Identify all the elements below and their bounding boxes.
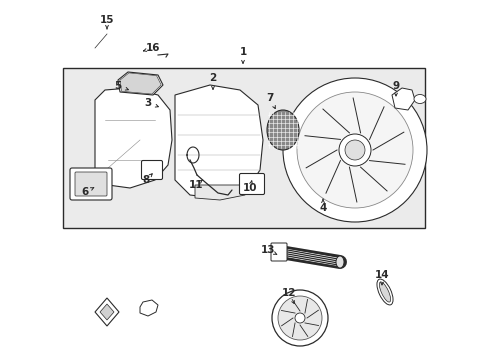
Text: 13: 13 [260, 245, 275, 255]
FancyBboxPatch shape [141, 161, 162, 180]
Polygon shape [100, 304, 114, 320]
FancyBboxPatch shape [70, 168, 112, 200]
Text: 16: 16 [145, 43, 160, 53]
Polygon shape [120, 73, 161, 94]
FancyBboxPatch shape [75, 172, 107, 196]
Ellipse shape [379, 282, 390, 302]
Bar [63, 68, 424, 228]
Text: 4: 4 [319, 203, 326, 213]
Ellipse shape [376, 279, 392, 305]
Circle shape [278, 296, 321, 340]
Text: 7: 7 [266, 93, 273, 103]
Circle shape [296, 92, 412, 208]
Polygon shape [118, 72, 163, 95]
Text: 11: 11 [188, 180, 203, 190]
Text: 8: 8 [142, 175, 149, 185]
Circle shape [294, 313, 305, 323]
FancyBboxPatch shape [270, 243, 286, 261]
Text: 1: 1 [239, 47, 246, 57]
Circle shape [338, 134, 370, 166]
Text: 12: 12 [281, 288, 296, 298]
Ellipse shape [413, 95, 425, 104]
Polygon shape [95, 298, 119, 326]
Polygon shape [175, 85, 263, 198]
Text: 3: 3 [144, 98, 151, 108]
Text: 15: 15 [100, 15, 114, 25]
Text: 14: 14 [374, 270, 388, 280]
Ellipse shape [266, 110, 298, 150]
Circle shape [283, 78, 426, 222]
Circle shape [271, 290, 327, 346]
Polygon shape [195, 185, 247, 200]
FancyBboxPatch shape [239, 174, 264, 194]
Text: 2: 2 [209, 73, 216, 83]
Text: 6: 6 [81, 187, 88, 197]
Text: 5: 5 [114, 81, 122, 91]
Polygon shape [391, 88, 414, 110]
Text: 9: 9 [392, 81, 399, 91]
Text: 10: 10 [242, 183, 257, 193]
Polygon shape [140, 300, 158, 316]
Polygon shape [95, 88, 172, 188]
Circle shape [345, 140, 364, 160]
Ellipse shape [335, 256, 343, 268]
